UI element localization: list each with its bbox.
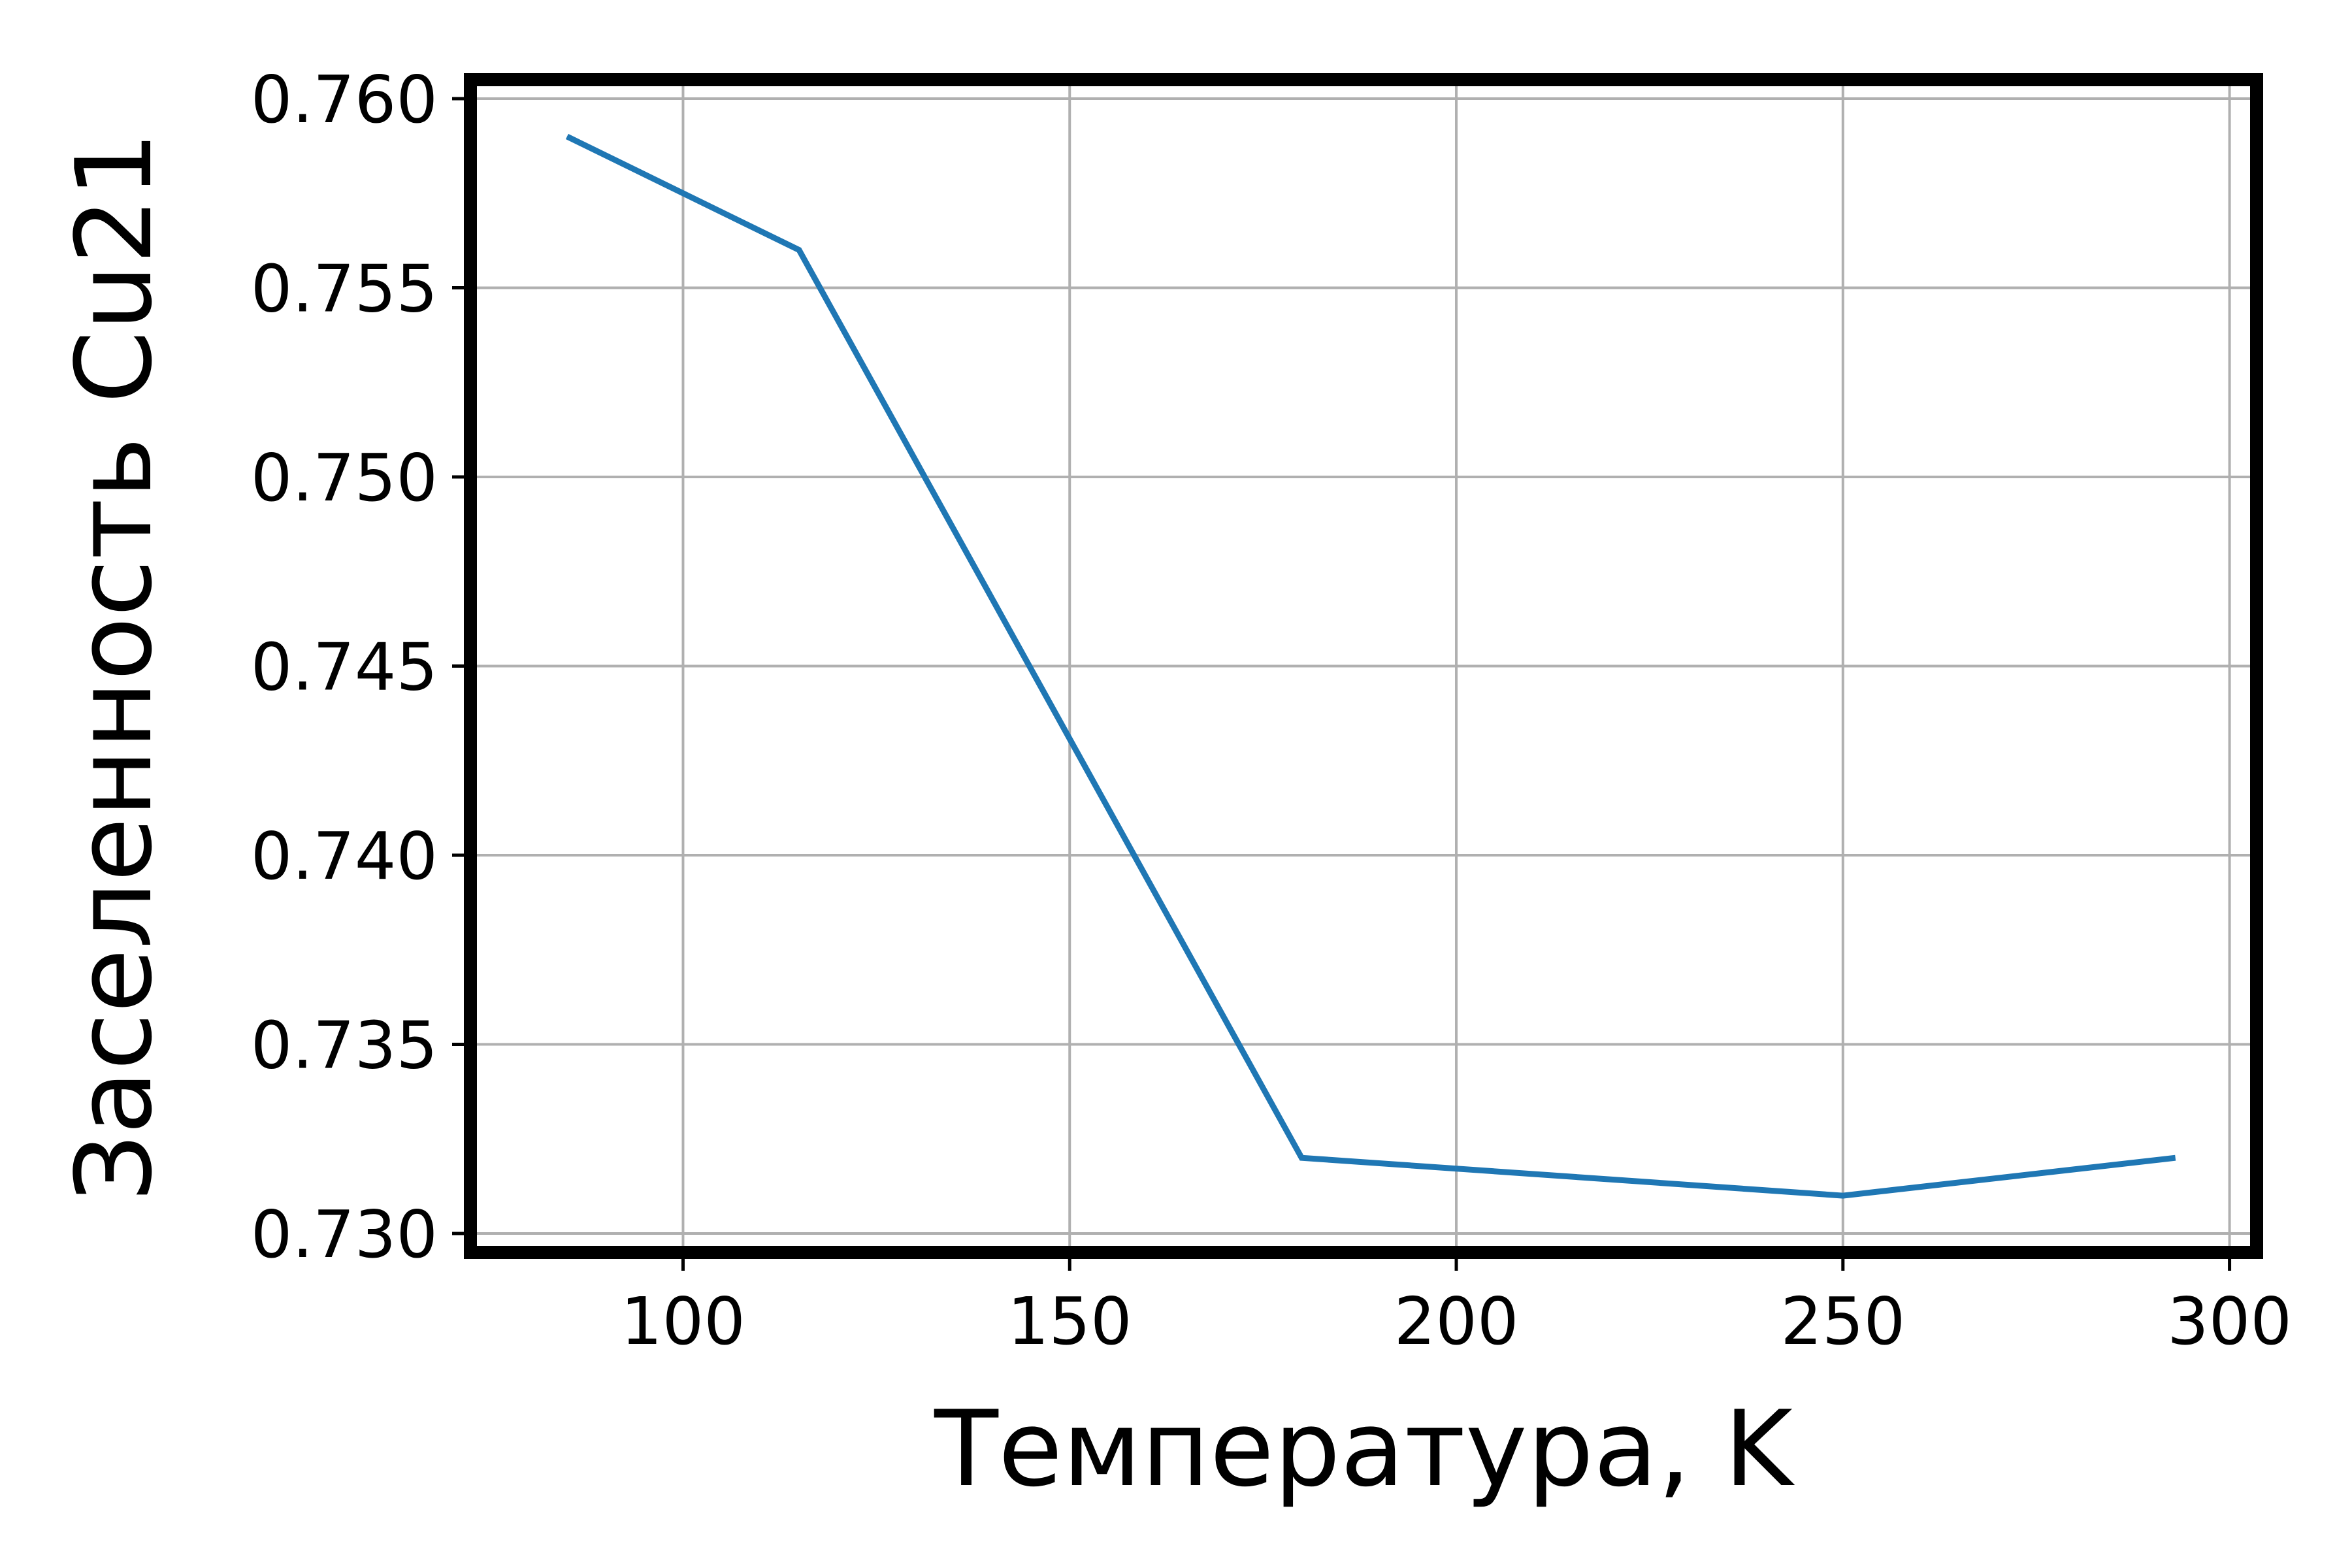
- y-tick-label: 0.745: [251, 629, 438, 706]
- x-tick-label: 150: [1007, 1283, 1132, 1360]
- grid: [470, 80, 2257, 1252]
- ticks: 100 150 200 250 300 0.730 0.735 0.740 0.745 0.750…: [251, 61, 2292, 1360]
- y-tick-label: 0.730: [251, 1196, 438, 1273]
- y-tick-label: 0.735: [251, 1007, 438, 1084]
- x-tick-label: 200: [1394, 1283, 1519, 1360]
- x-tick-label: 300: [2167, 1283, 2292, 1360]
- series-line: [565, 133, 2176, 1199]
- y-axis-label: Заселенность Cu21: [53, 131, 175, 1201]
- y-tick-label: 0.755: [251, 250, 438, 327]
- x-tick-label: 250: [1780, 1283, 1905, 1360]
- y-tick-label: 0.740: [251, 818, 438, 894]
- x-axis-label: Температура, K: [934, 1388, 1795, 1510]
- y-tick-label: 0.760: [251, 61, 438, 138]
- series-group: [565, 133, 2176, 1199]
- y-tick-label: 0.750: [251, 440, 438, 516]
- x-tick-label: 100: [621, 1283, 745, 1360]
